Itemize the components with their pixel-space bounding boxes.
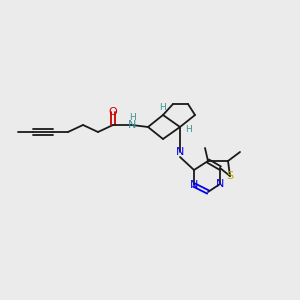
Text: H: H [129, 113, 135, 122]
Text: N: N [128, 120, 136, 130]
Text: H: H [184, 124, 191, 134]
Text: S: S [226, 171, 234, 181]
Text: N: N [176, 147, 184, 157]
Text: O: O [109, 107, 117, 117]
Text: H: H [159, 103, 165, 112]
Text: N: N [190, 180, 198, 190]
Text: N: N [216, 179, 224, 189]
